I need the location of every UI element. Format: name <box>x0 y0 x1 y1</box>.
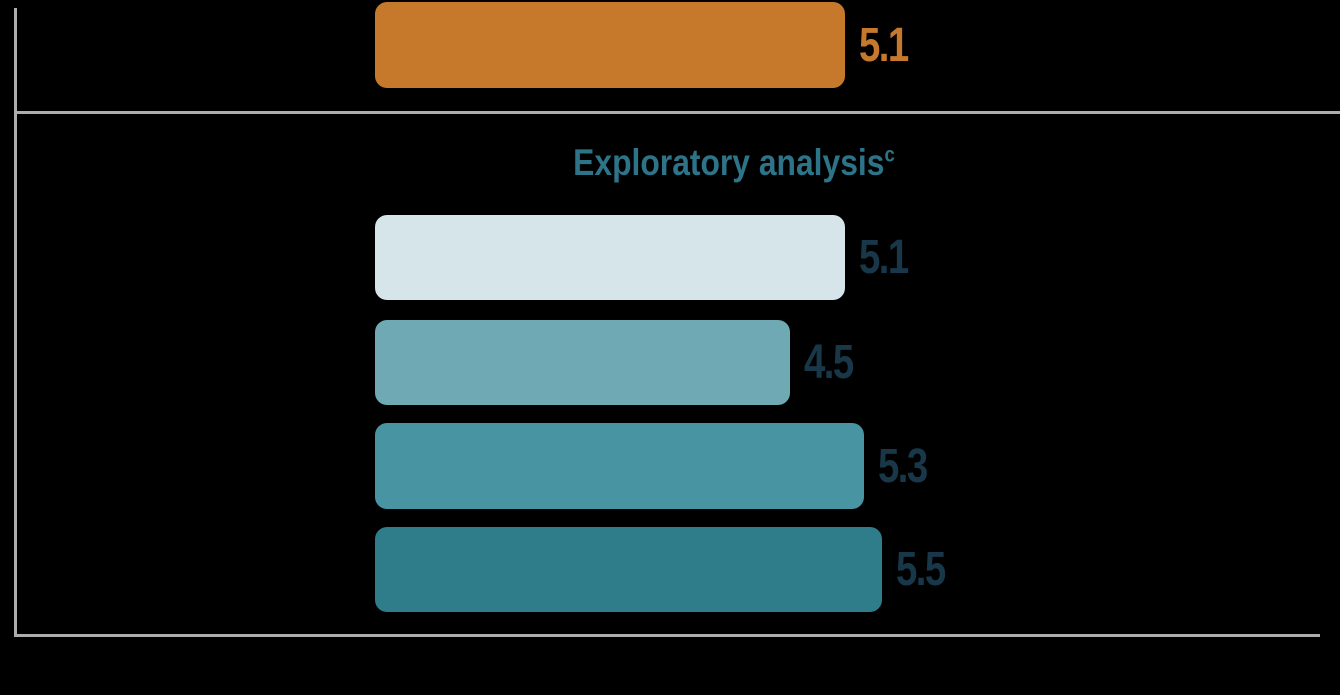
section-title: Exploratory analysisc <box>375 138 1093 188</box>
bar-row-exploratory-1: 5.1 <box>375 215 920 300</box>
bar-exploratory-3 <box>375 423 864 509</box>
bar-row-exploratory-2: 4.5 <box>375 320 865 405</box>
bar-value-label-exploratory-4: 5.5 <box>896 543 946 596</box>
bar-value-label-exploratory-2: 4.5 <box>804 336 854 389</box>
bar-row-primary: 5.1 <box>375 2 920 88</box>
bar-value-label-exploratory-1: 5.1 <box>859 231 909 284</box>
x-axis-line <box>14 634 1320 637</box>
bar-exploratory-1 <box>375 215 845 300</box>
bar-row-exploratory-3: 5.3 <box>375 423 939 509</box>
bar-exploratory-4 <box>375 527 882 612</box>
bar-value-label-primary: 5.1 <box>859 18 909 72</box>
section-divider-line <box>14 111 1340 114</box>
bar-row-exploratory-4: 5.5 <box>375 527 957 612</box>
bar-primary <box>375 2 845 88</box>
y-axis-line <box>14 8 17 637</box>
bar-exploratory-2 <box>375 320 790 405</box>
section-title-superscript: c <box>884 142 895 167</box>
bar-value-label-exploratory-3: 5.3 <box>878 439 928 493</box>
section-title-text: Exploratory analysisc <box>573 142 895 183</box>
